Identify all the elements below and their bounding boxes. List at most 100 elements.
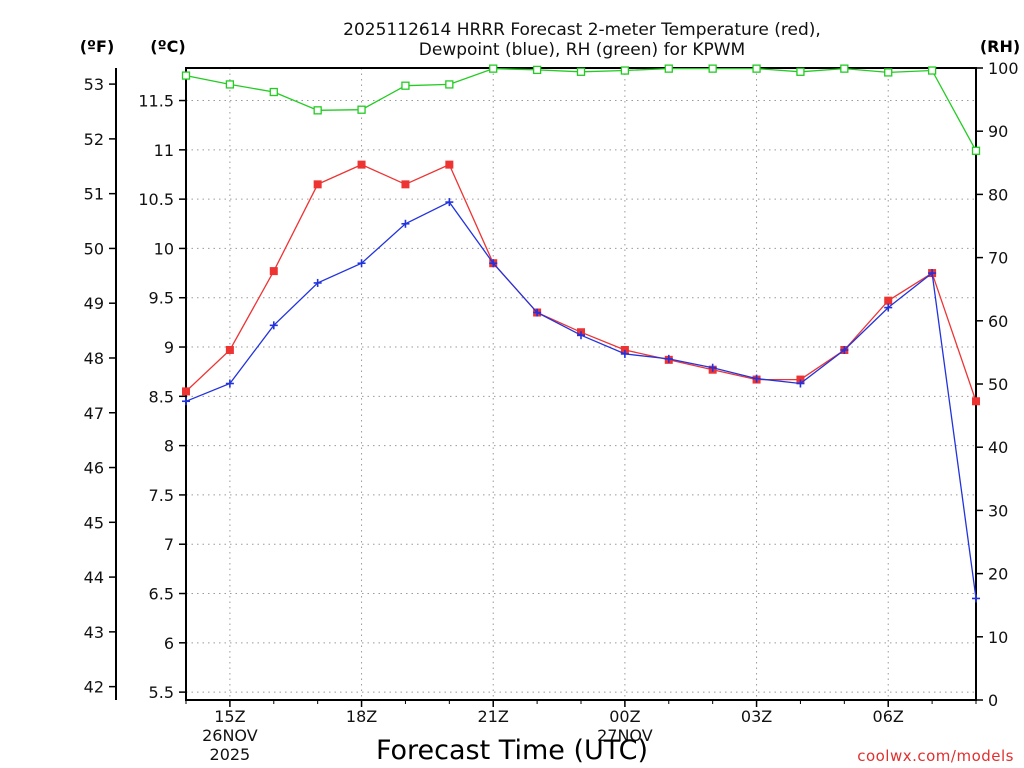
- celsius-tick-label: 6.5: [149, 585, 174, 604]
- temperature-point: [972, 397, 980, 406]
- rh-axis-ticks: 0 10 20 30 40 50 60 70 80 90 100: [976, 59, 1019, 710]
- dewpoint-point: [884, 303, 893, 312]
- dewpoint-point: [357, 259, 366, 268]
- rh-unit-label: (RH): [980, 37, 1020, 56]
- time-tick-label: 21Z: [478, 707, 509, 726]
- rh-point: [708, 64, 717, 73]
- dewpoint-point: [796, 379, 805, 388]
- rh-point: [971, 146, 981, 155]
- rh-point: [445, 80, 454, 89]
- rh-tick-label: 60: [988, 312, 1008, 331]
- rh-point: [620, 66, 630, 75]
- fahrenheit-tick-label: 46: [84, 459, 104, 478]
- dewpoint-point: [489, 259, 498, 268]
- dewpoint-point: [445, 198, 454, 207]
- rh-point: [181, 71, 191, 80]
- rh-point: [576, 67, 586, 76]
- series-dewpoint: [182, 198, 980, 603]
- fahrenheit-tick-label: 51: [84, 185, 104, 204]
- fahrenheit-axis-ticks: 42 43 44 45 46 47 48 49 50 51 52 53: [84, 75, 116, 697]
- temperature-point: [357, 160, 366, 169]
- celsius-axis-ticks: 5.5 6 6.5 7 7.5 8 8.5 9 9.5 10 10.5 11 11.5: [138, 92, 186, 702]
- time-tick-label: 03Z: [741, 707, 772, 726]
- rh-tick-label: 40: [988, 438, 1008, 457]
- fahrenheit-tick-label: 42: [84, 678, 104, 697]
- dewpoint-point: [620, 349, 629, 358]
- dewpoint-point: [533, 308, 542, 317]
- rh-tick-label: 50: [988, 375, 1008, 394]
- rh-tick-label: 100: [988, 59, 1019, 78]
- dewpoint-point: [269, 321, 278, 330]
- rh-tick-label: 80: [988, 185, 1008, 204]
- series-rh: [181, 64, 981, 155]
- time-tick-label: 00Z: [609, 707, 640, 726]
- rh-point: [752, 64, 761, 73]
- chart-title-line-1: 2025112614 HRRR Forecast 2-meter Tempera…: [343, 20, 821, 40]
- dewpoint-point: [972, 594, 980, 603]
- celsius-tick-label: 9: [164, 338, 174, 357]
- celsius-unit-label: (ºC): [150, 37, 185, 56]
- celsius-tick-label: 7.5: [149, 486, 174, 505]
- dewpoint-point: [840, 345, 849, 354]
- rh-tick-label: 90: [988, 122, 1008, 141]
- dewpoint-point: [708, 363, 717, 372]
- celsius-tick-label: 5.5: [149, 683, 174, 702]
- celsius-tick-label: 11.5: [138, 92, 174, 111]
- rh-point: [269, 87, 278, 97]
- series-line: [185, 201, 977, 599]
- rh-tick-label: 30: [988, 501, 1008, 520]
- x-axis-label: Forecast Time (UTC): [376, 735, 648, 766]
- series-line: [185, 163, 977, 402]
- fahrenheit-tick-label: 53: [84, 75, 104, 94]
- plot-frame: [185, 67, 977, 701]
- celsius-tick-label: 8.5: [149, 387, 174, 406]
- rh-point: [401, 81, 410, 90]
- fahrenheit-tick-label: 44: [84, 568, 104, 587]
- rh-point: [796, 67, 805, 76]
- rh-point: [664, 64, 673, 73]
- rh-tick-label: 20: [988, 565, 1008, 584]
- temperature-point: [313, 180, 322, 189]
- temperature-point: [401, 180, 410, 189]
- temperature-point: [269, 267, 278, 276]
- rh-point: [532, 65, 542, 75]
- dewpoint-point: [313, 278, 322, 287]
- dewpoint-point: [928, 269, 937, 278]
- rh-point: [840, 64, 849, 73]
- temperature-point: [445, 160, 454, 169]
- dewpoint-point: [182, 397, 190, 406]
- time-tick-label: 15Z: [214, 707, 245, 726]
- series-2-meter-temperature: [182, 160, 980, 406]
- series-line: [185, 67, 977, 152]
- rh-point: [927, 66, 937, 75]
- temperature-point: [225, 345, 234, 354]
- fahrenheit-unit-label: (ºF): [80, 37, 115, 56]
- celsius-tick-label: 9.5: [149, 289, 174, 308]
- celsius-tick-label: 6: [164, 634, 174, 653]
- dewpoint-point: [664, 354, 673, 363]
- celsius-tick-label: 8: [164, 437, 174, 456]
- chart-title-line-2: Dewpoint (blue), RH (green) for KPWM: [419, 40, 745, 60]
- celsius-tick-label: 11: [154, 141, 174, 160]
- axes: [115, 67, 977, 701]
- fahrenheit-tick-label: 43: [84, 623, 104, 642]
- grid-lines: [186, 68, 976, 700]
- celsius-tick-label: 7: [164, 535, 174, 554]
- rh-tick-label: 10: [988, 628, 1008, 647]
- celsius-tick-label: 10.5: [138, 190, 174, 209]
- fahrenheit-tick-label: 52: [84, 130, 104, 149]
- time-tick-label: 18Z: [346, 707, 377, 726]
- time-tick-label: 06Z: [873, 707, 904, 726]
- fahrenheit-tick-label: 47: [84, 404, 104, 423]
- rh-tick-label: 70: [988, 249, 1008, 268]
- fahrenheit-tick-label: 48: [84, 349, 104, 368]
- dewpoint-point: [752, 374, 761, 383]
- rh-point: [225, 80, 235, 89]
- fahrenheit-tick-label: 50: [84, 239, 104, 258]
- dewpoint-point: [577, 331, 585, 340]
- temperature-point: [182, 387, 190, 396]
- credit-link[interactable]: coolwx.com/models: [857, 747, 1014, 765]
- fahrenheit-tick-label: 45: [84, 513, 104, 532]
- temperature-point: [884, 296, 893, 305]
